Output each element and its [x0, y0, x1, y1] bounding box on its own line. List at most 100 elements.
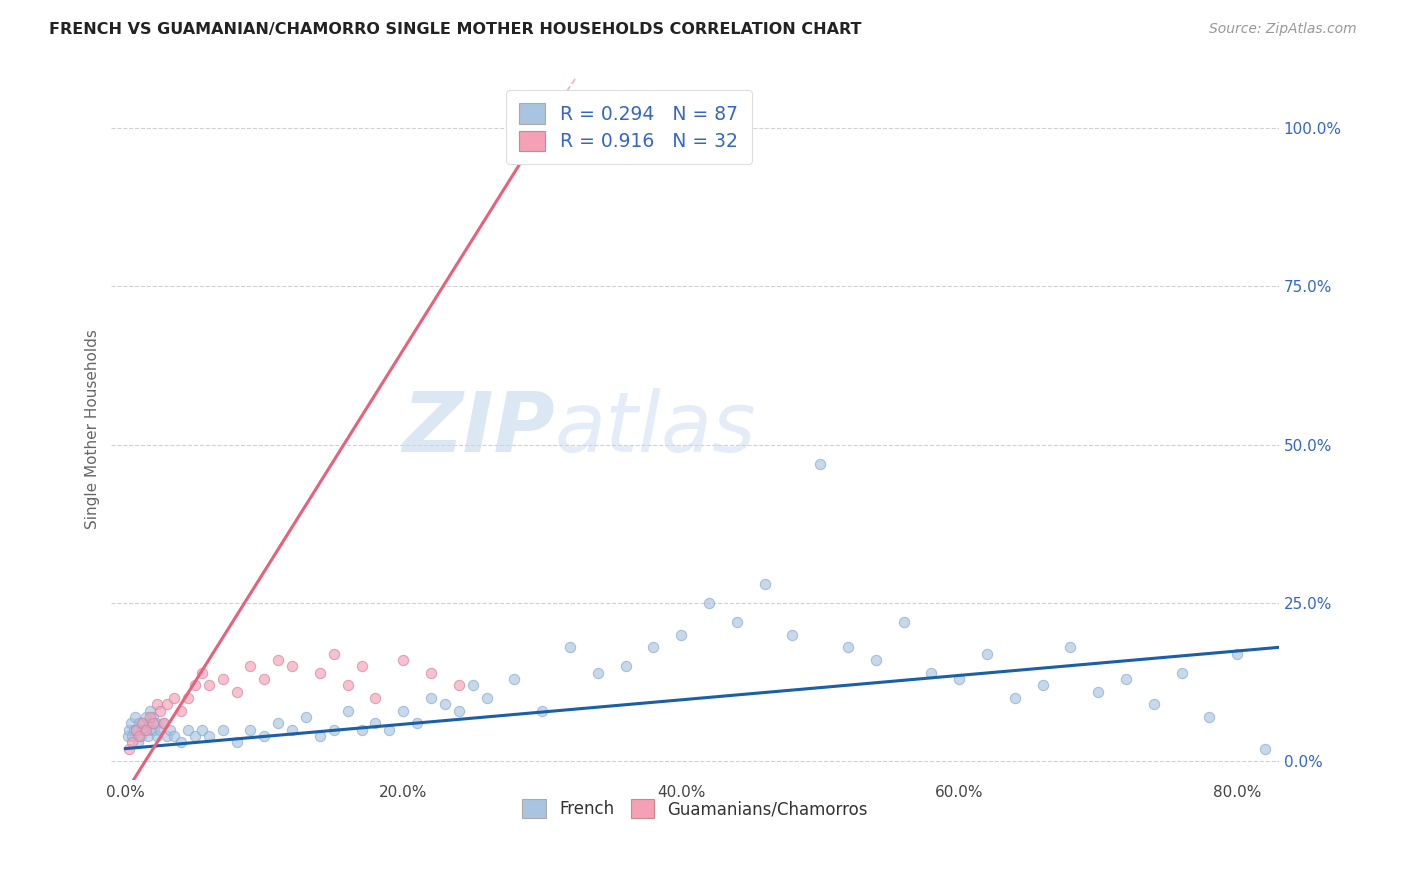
Point [138, 716, 160, 731]
Point [309, 665, 332, 680]
Point [1004, 690, 1026, 705]
Point [211, 672, 233, 686]
Point [392, 653, 415, 667]
Point [197, 729, 219, 743]
Point [149, 723, 172, 737]
Point [253, 672, 276, 686]
Point [893, 615, 915, 629]
Point [671, 628, 693, 642]
Point [697, 596, 720, 610]
Point [156, 698, 179, 712]
Point [152, 716, 174, 731]
Y-axis label: Single Mother Households: Single Mother Households [86, 329, 100, 529]
Point [139, 710, 162, 724]
Point [156, 729, 179, 743]
Point [143, 723, 166, 737]
Point [503, 672, 526, 686]
Point [433, 698, 456, 712]
Point [782, 628, 804, 642]
Point [121, 735, 143, 749]
Point [420, 665, 443, 680]
Point [132, 716, 155, 731]
Point [267, 653, 290, 667]
Point [447, 704, 470, 718]
Point [350, 723, 373, 737]
Point [614, 659, 637, 673]
Point [920, 665, 942, 680]
Point [125, 723, 148, 737]
Point [135, 710, 157, 724]
Point [475, 690, 498, 705]
Point [163, 729, 186, 743]
Point [364, 690, 387, 705]
Point [135, 723, 157, 737]
Point [1059, 640, 1081, 655]
Point [177, 690, 200, 705]
Point [1143, 698, 1166, 712]
Point [336, 678, 359, 692]
Point [139, 704, 162, 718]
Point [531, 704, 554, 718]
Point [118, 741, 141, 756]
Point [120, 716, 142, 731]
Point [121, 729, 143, 743]
Point [1254, 741, 1277, 756]
Text: Source: ZipAtlas.com: Source: ZipAtlas.com [1209, 22, 1357, 37]
Point [142, 710, 165, 724]
Point [128, 729, 150, 743]
Point [378, 723, 401, 737]
Point [558, 640, 581, 655]
Legend: French, Guamanians/Chamorros: French, Guamanians/Chamorros [516, 793, 875, 825]
Point [948, 672, 970, 686]
Point [225, 735, 247, 749]
Point [118, 723, 141, 737]
Point [136, 729, 159, 743]
Point [197, 678, 219, 692]
Point [211, 723, 233, 737]
Point [184, 729, 207, 743]
Point [392, 704, 415, 718]
Point [141, 723, 163, 737]
Point [184, 678, 207, 692]
Point [1198, 710, 1220, 724]
Point [322, 647, 344, 661]
Point [149, 704, 172, 718]
Point [142, 716, 165, 731]
Point [808, 457, 831, 471]
Point [837, 640, 859, 655]
Point [145, 716, 167, 731]
Point [322, 723, 344, 737]
Point [159, 723, 181, 737]
Point [267, 716, 290, 731]
Point [1282, 735, 1305, 749]
Point [122, 723, 145, 737]
Point [976, 647, 998, 661]
Point [461, 678, 484, 692]
Point [447, 678, 470, 692]
Point [117, 729, 139, 743]
Point [170, 735, 193, 749]
Point [153, 716, 176, 731]
Point [420, 690, 443, 705]
Point [1170, 665, 1192, 680]
Point [124, 710, 146, 724]
Point [1032, 678, 1054, 692]
Point [406, 716, 429, 731]
Point [127, 735, 149, 749]
Point [190, 723, 212, 737]
Point [281, 659, 304, 673]
Point [865, 653, 887, 667]
Point [146, 729, 169, 743]
Point [134, 723, 156, 737]
Point [309, 729, 332, 743]
Point [253, 729, 276, 743]
Point [146, 698, 169, 712]
Text: FRENCH VS GUAMANIAN/CHAMORRO SINGLE MOTHER HOUSEHOLDS CORRELATION CHART: FRENCH VS GUAMANIAN/CHAMORRO SINGLE MOTH… [49, 22, 862, 37]
Text: atlas: atlas [555, 388, 756, 469]
Point [643, 640, 665, 655]
Point [239, 659, 262, 673]
Point [125, 723, 148, 737]
Point [364, 716, 387, 731]
Point [131, 716, 153, 731]
Point [281, 723, 304, 737]
